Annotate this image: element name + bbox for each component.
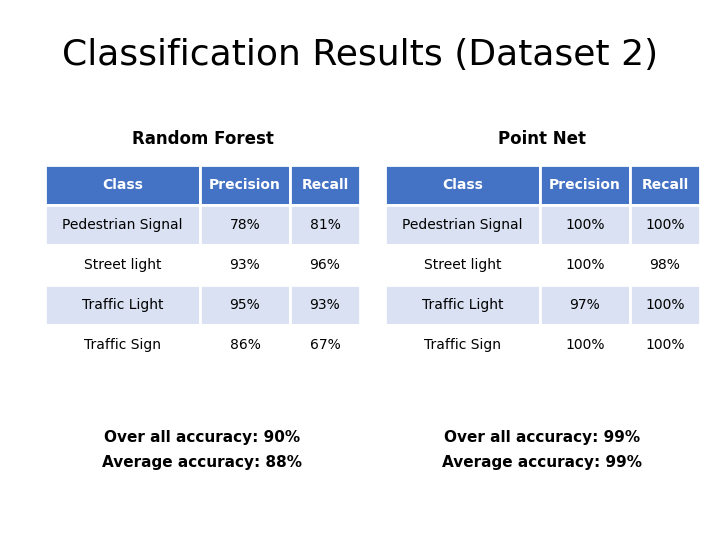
Text: Pedestrian Signal: Pedestrian Signal [62, 218, 183, 232]
Bar [385, 205, 540, 245]
Bar [45, 325, 200, 365]
Text: Average accuracy: 99%: Average accuracy: 99% [443, 455, 642, 470]
Text: Precision: Precision [209, 178, 281, 192]
Bar [290, 165, 360, 205]
Text: 67%: 67% [310, 338, 341, 352]
Bar [290, 245, 360, 285]
Text: 100%: 100% [565, 218, 605, 232]
Bar [200, 205, 290, 245]
Text: Point Net: Point Net [498, 130, 587, 148]
Bar [540, 205, 630, 245]
Bar [630, 245, 700, 285]
Bar [45, 245, 200, 285]
Text: 95%: 95% [230, 298, 261, 312]
Bar [200, 325, 290, 365]
Text: Average accuracy: 88%: Average accuracy: 88% [102, 455, 302, 470]
Bar [290, 285, 360, 325]
Bar [385, 285, 540, 325]
Bar [540, 285, 630, 325]
Text: 93%: 93% [230, 258, 261, 272]
Bar [540, 245, 630, 285]
Bar [630, 285, 700, 325]
Bar [45, 285, 200, 325]
Bar [630, 205, 700, 245]
Text: 98%: 98% [649, 258, 680, 272]
Text: 93%: 93% [310, 298, 341, 312]
Text: 100%: 100% [565, 338, 605, 352]
Text: Over all accuracy: 99%: Over all accuracy: 99% [444, 430, 641, 445]
Text: Over all accuracy: 90%: Over all accuracy: 90% [104, 430, 300, 445]
Text: Precision: Precision [549, 178, 621, 192]
Bar [45, 165, 200, 205]
Text: Street light: Street light [84, 258, 161, 272]
Bar [200, 285, 290, 325]
Text: Random Forest: Random Forest [132, 130, 274, 148]
Bar [200, 245, 290, 285]
Bar [290, 325, 360, 365]
Text: Traffic Light: Traffic Light [82, 298, 163, 312]
Text: Traffic Sign: Traffic Sign [84, 338, 161, 352]
Text: Recall: Recall [642, 178, 688, 192]
Bar [630, 325, 700, 365]
Text: 96%: 96% [310, 258, 341, 272]
Text: Pedestrian Signal: Pedestrian Signal [402, 218, 523, 232]
Text: Street light: Street light [424, 258, 501, 272]
Text: 100%: 100% [645, 218, 685, 232]
Text: Classification Results (Dataset 2): Classification Results (Dataset 2) [62, 38, 658, 72]
Bar [385, 165, 540, 205]
Text: Traffic Sign: Traffic Sign [424, 338, 501, 352]
Text: Class: Class [442, 178, 483, 192]
Bar [290, 205, 360, 245]
Text: 100%: 100% [645, 298, 685, 312]
Text: 78%: 78% [230, 218, 261, 232]
Text: Recall: Recall [302, 178, 348, 192]
Bar [385, 325, 540, 365]
Text: 97%: 97% [570, 298, 600, 312]
Bar [540, 165, 630, 205]
Text: Class: Class [102, 178, 143, 192]
Text: 100%: 100% [565, 258, 605, 272]
Text: 86%: 86% [230, 338, 261, 352]
Bar [540, 325, 630, 365]
Bar [45, 205, 200, 245]
Text: 81%: 81% [310, 218, 341, 232]
Text: Traffic Light: Traffic Light [422, 298, 503, 312]
Bar [385, 245, 540, 285]
Bar [200, 165, 290, 205]
Bar [630, 165, 700, 205]
Text: 100%: 100% [645, 338, 685, 352]
